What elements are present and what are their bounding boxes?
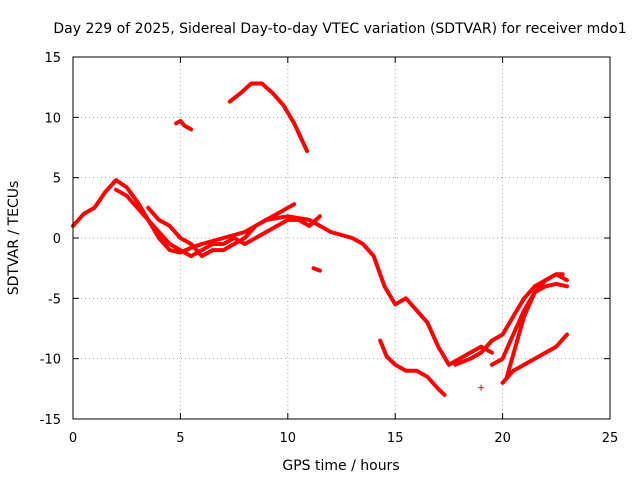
data-series-track-b [114, 187, 322, 259]
data-series-track-g [378, 338, 447, 397]
data-series-track-e [174, 119, 194, 132]
data-point-outlier [478, 384, 485, 391]
y-tick-label: -15 [40, 413, 61, 428]
x-tick-label: 15 [387, 431, 404, 446]
y-tick-label: -5 [48, 292, 61, 307]
data-series-track-c [146, 202, 297, 259]
y-tick-label: 10 [44, 111, 61, 126]
data-series-track-f [311, 266, 322, 273]
x-tick-label: 5 [176, 431, 184, 446]
y-tick-label: 5 [53, 172, 61, 187]
y-axis-title: SDTVAR / TECUs [6, 181, 22, 296]
tick-layer: 0 5 10 15 20 25 15 10 5 0 -5 -10 -15 [40, 51, 619, 446]
x-tick-label: 20 [494, 431, 511, 446]
y-tick-label: -10 [40, 353, 61, 368]
data-series-track-k [504, 281, 569, 379]
y-tick-label: 0 [53, 232, 61, 247]
grid-layer [73, 57, 610, 419]
data-layer [71, 81, 569, 397]
x-axis-title: GPS time / hours [282, 458, 399, 474]
data-series-track-i [489, 272, 569, 367]
data-series-track-d [227, 81, 310, 154]
data-series-track-a [71, 178, 494, 367]
x-tick-label: 25 [602, 431, 619, 446]
data-series-track-j [500, 332, 569, 385]
chart-title: Day 229 of 2025, Sidereal Day-to-day VTE… [53, 21, 626, 37]
y-tick-label: 15 [44, 51, 61, 66]
x-tick-label: 0 [69, 431, 77, 446]
x-tick-label: 10 [280, 431, 297, 446]
